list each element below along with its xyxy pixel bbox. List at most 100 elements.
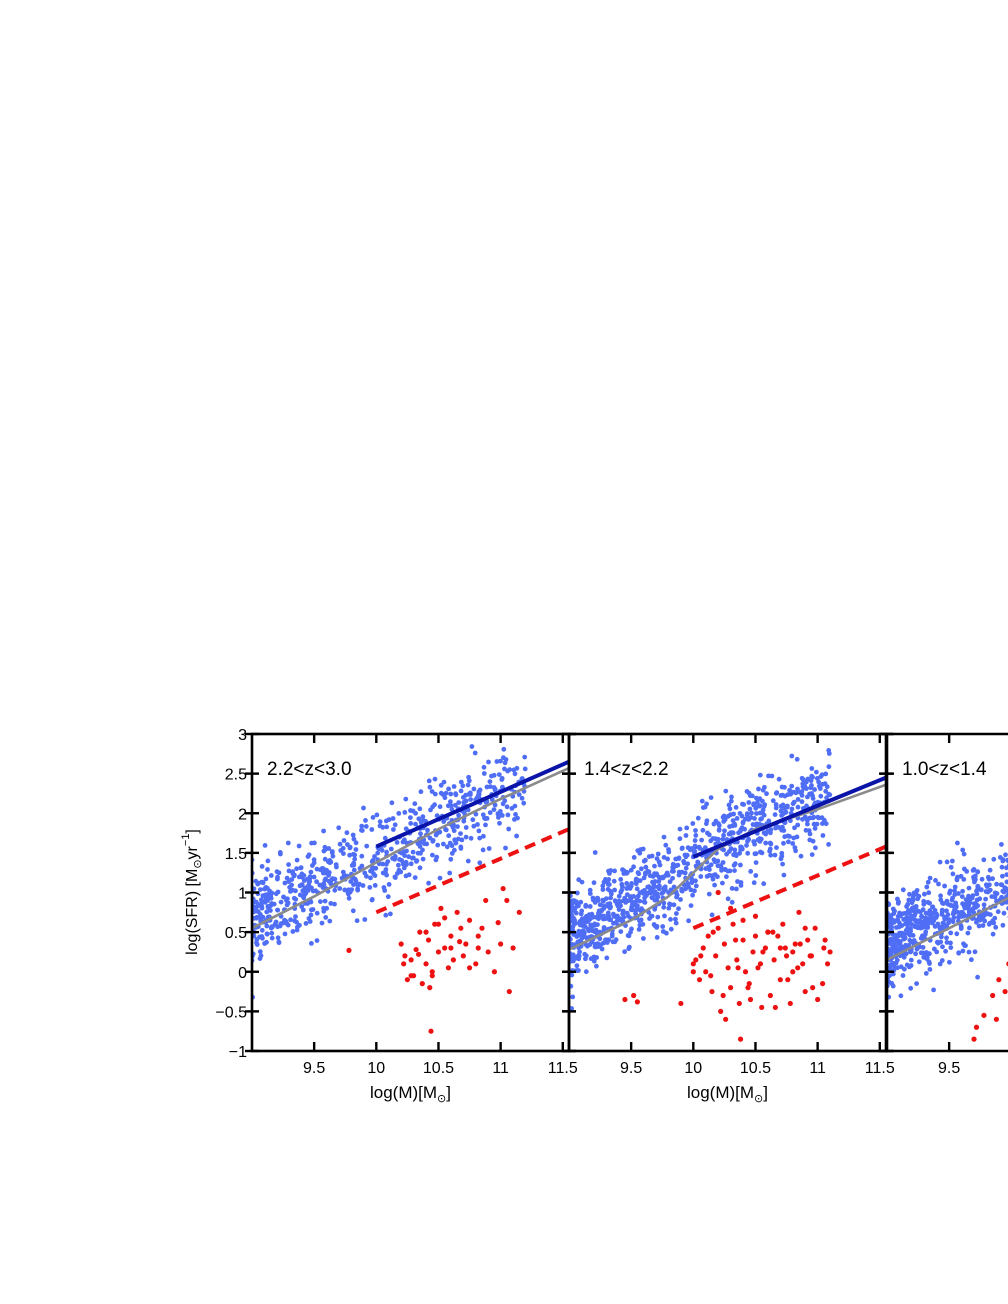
x-axis-label: log(M)[M⊙] (370, 1083, 451, 1105)
star-forming-point (289, 877, 295, 882)
star-forming-point (820, 833, 826, 838)
star-forming-point (781, 872, 787, 878)
quiescent-point (479, 925, 485, 931)
star-forming-point (936, 881, 941, 887)
star-forming-point (391, 827, 396, 832)
star-forming-point (400, 839, 406, 845)
star-forming-point (351, 882, 356, 887)
star-forming-point (451, 784, 457, 789)
star-forming-point (448, 799, 453, 805)
star-forming-point (257, 956, 263, 961)
star-forming-point (305, 901, 310, 906)
star-forming-point (264, 923, 270, 929)
star-forming-point (708, 795, 714, 800)
y-axis-label-unit: yr (184, 845, 201, 859)
quiescent-point (812, 925, 818, 931)
quiescent-point (720, 992, 726, 999)
star-forming-point (620, 908, 626, 914)
star-forming-point (800, 777, 806, 782)
star-forming-point (392, 854, 398, 859)
star-forming-point (319, 920, 325, 926)
star-forming-points (887, 840, 1008, 1000)
red-dashed-divider (692, 844, 886, 931)
star-forming-point (910, 897, 916, 903)
star-forming-point (806, 828, 812, 833)
star-forming-point (689, 880, 695, 886)
star-forming-point (308, 869, 314, 875)
star-forming-point (578, 931, 584, 937)
star-forming-point (773, 805, 779, 811)
star-forming-point (437, 804, 443, 810)
star-forming-point (633, 876, 639, 882)
star-forming-point (587, 904, 593, 909)
star-forming-point (972, 873, 978, 879)
star-forming-point (683, 854, 689, 860)
star-forming-point (677, 836, 683, 842)
star-forming-point (334, 864, 339, 870)
star-forming-point (932, 946, 937, 952)
quiescent-point (429, 969, 435, 975)
star-forming-point (295, 924, 300, 930)
star-forming-point (501, 746, 507, 752)
star-forming-point (354, 918, 360, 924)
star-forming-point (732, 821, 737, 827)
star-forming-point (946, 920, 951, 926)
star-forming-point (663, 842, 669, 848)
quiescent-point (783, 953, 790, 959)
quiescent-point (735, 965, 741, 971)
star-forming-point (978, 887, 984, 893)
star-forming-point (906, 897, 912, 903)
star-forming-point (909, 921, 914, 927)
star-forming-point (320, 870, 326, 876)
star-forming-point (627, 944, 632, 950)
quiescent-point (770, 929, 776, 935)
star-forming-point (576, 956, 582, 962)
star-forming-point (502, 766, 507, 772)
star-forming-point (297, 892, 303, 898)
star-forming-point (766, 773, 771, 779)
star-forming-point (923, 910, 929, 916)
star-forming-point (898, 993, 904, 999)
star-forming-point (306, 916, 312, 921)
star-forming-point (326, 878, 332, 884)
star-forming-point (655, 851, 661, 857)
star-forming-point (1004, 879, 1008, 885)
star-forming-point (386, 817, 392, 822)
star-forming-point (958, 910, 964, 915)
star-forming-point (661, 834, 667, 840)
star-forming-point (574, 963, 580, 969)
star-forming-point (702, 845, 708, 850)
star-forming-point (446, 833, 452, 839)
star-forming-point (999, 882, 1005, 888)
star-forming-point (483, 822, 488, 828)
star-forming-point (618, 899, 623, 904)
star-forming-point (819, 815, 825, 821)
star-forming-point (352, 856, 358, 862)
star-forming-point (733, 853, 739, 859)
star-forming-point (608, 895, 613, 901)
y-axis-label: log(SFR) [M⊙yr−1] (180, 829, 204, 955)
star-forming-point (308, 912, 314, 918)
quiescent-point (725, 965, 731, 971)
star-forming-point (804, 803, 809, 809)
quiescent-point (730, 921, 736, 927)
star-forming-point (791, 799, 797, 805)
star-forming-point (738, 862, 743, 868)
star-forming-point (784, 804, 790, 810)
star-forming-point (440, 792, 446, 797)
star-forming-point (923, 915, 928, 921)
star-forming-point (388, 911, 393, 917)
star-forming-point (276, 870, 282, 876)
star-forming-point (426, 778, 432, 784)
star-forming-point (441, 819, 447, 824)
star-forming-point (734, 816, 740, 821)
star-forming-point (671, 902, 677, 908)
quiescent-point (622, 996, 628, 1003)
star-forming-point (947, 959, 952, 965)
star-forming-point (285, 840, 291, 846)
star-forming-point (402, 810, 408, 815)
star-forming-point (704, 801, 709, 807)
quiescent-point (780, 921, 786, 927)
star-forming-point (268, 908, 273, 913)
quiescent-point (723, 1016, 729, 1022)
